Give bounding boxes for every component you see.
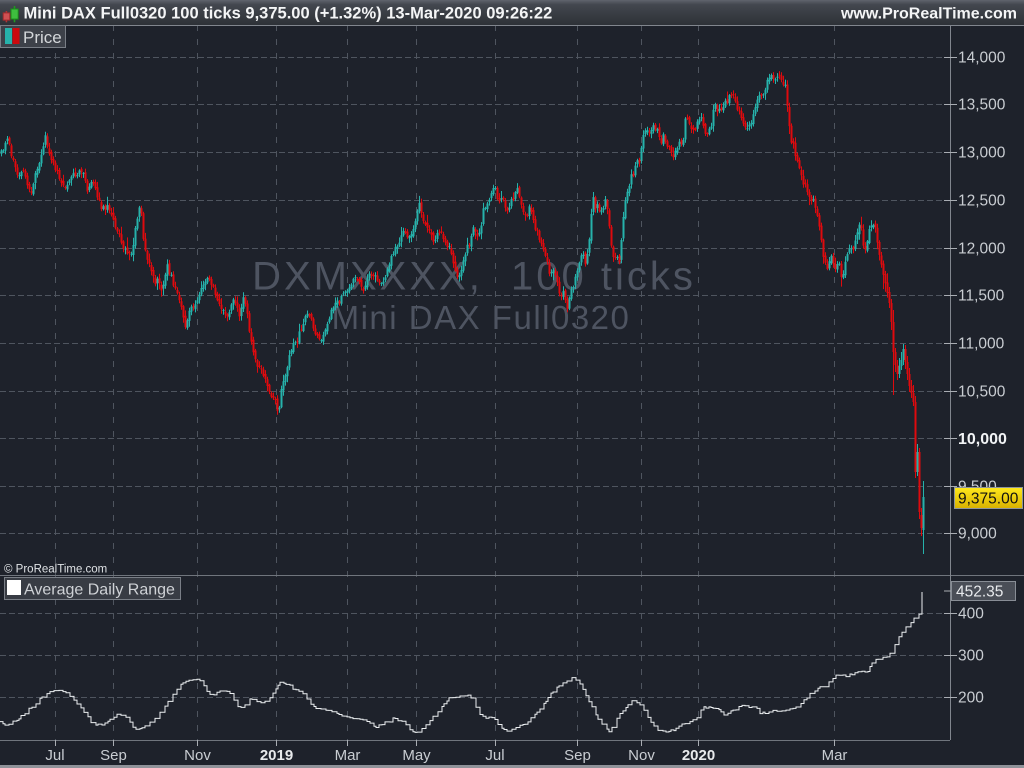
svg-text:Sep: Sep [564,747,591,764]
svg-text:Mini DAX Full0320 100 ticks 9,: Mini DAX Full0320 100 ticks 9,375.00 (+1… [24,5,553,23]
svg-text:Jul: Jul [485,747,504,764]
svg-text:452.35: 452.35 [956,584,1003,601]
svg-text:Mar: Mar [335,747,361,764]
svg-text:May: May [402,747,431,764]
svg-text:2019: 2019 [260,747,293,764]
svg-text:Jul: Jul [45,747,64,764]
svg-text:11,000: 11,000 [958,336,1005,353]
svg-text:Sep: Sep [100,747,127,764]
svg-text:400: 400 [958,606,984,623]
svg-text:13,000: 13,000 [958,145,1006,162]
svg-text:Nov: Nov [184,747,211,764]
svg-text:Average Daily Range: Average Daily Range [24,582,175,599]
svg-text:Mar: Mar [822,747,848,764]
svg-text:Mini DAX Full0320: Mini DAX Full0320 [332,299,631,336]
svg-text:10,500: 10,500 [958,384,1006,401]
svg-text:10,000: 10,000 [958,431,1007,448]
svg-text:300: 300 [958,648,984,665]
svg-text:www.ProRealTime.com: www.ProRealTime.com [840,6,1017,23]
svg-text:11,500: 11,500 [958,288,1005,305]
svg-text:9,000: 9,000 [958,526,997,543]
svg-text:12,000: 12,000 [958,241,1006,258]
svg-text:13,500: 13,500 [958,97,1006,114]
svg-text:2020: 2020 [682,747,715,764]
svg-text:12,500: 12,500 [958,193,1006,210]
svg-text:200: 200 [958,690,984,707]
svg-text:© ProRealTime.com: © ProRealTime.com [4,564,107,576]
svg-text:Nov: Nov [628,747,655,764]
svg-text:Price: Price [23,28,62,47]
svg-text:9,375.00: 9,375.00 [958,491,1019,508]
svg-text:14,000: 14,000 [958,50,1006,67]
svg-text:DXMXXXX, 100 ticks: DXMXXXX, 100 ticks [252,255,696,299]
